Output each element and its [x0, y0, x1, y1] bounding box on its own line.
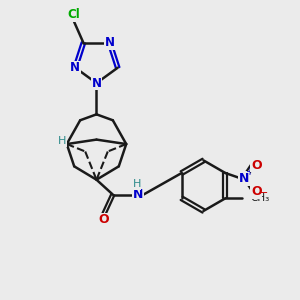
Text: O: O	[99, 213, 109, 226]
Text: −: −	[259, 188, 269, 198]
Text: N: N	[70, 61, 80, 74]
Text: N: N	[133, 188, 143, 201]
Text: O: O	[251, 185, 262, 198]
Text: N: N	[105, 36, 115, 49]
Text: H: H	[58, 136, 67, 146]
Text: O: O	[251, 158, 262, 172]
Text: +: +	[245, 167, 253, 177]
Text: Cl: Cl	[68, 8, 80, 21]
Text: N: N	[92, 76, 101, 90]
Text: CH₃: CH₃	[250, 193, 269, 203]
Text: N: N	[238, 172, 249, 185]
Text: H: H	[132, 179, 141, 189]
